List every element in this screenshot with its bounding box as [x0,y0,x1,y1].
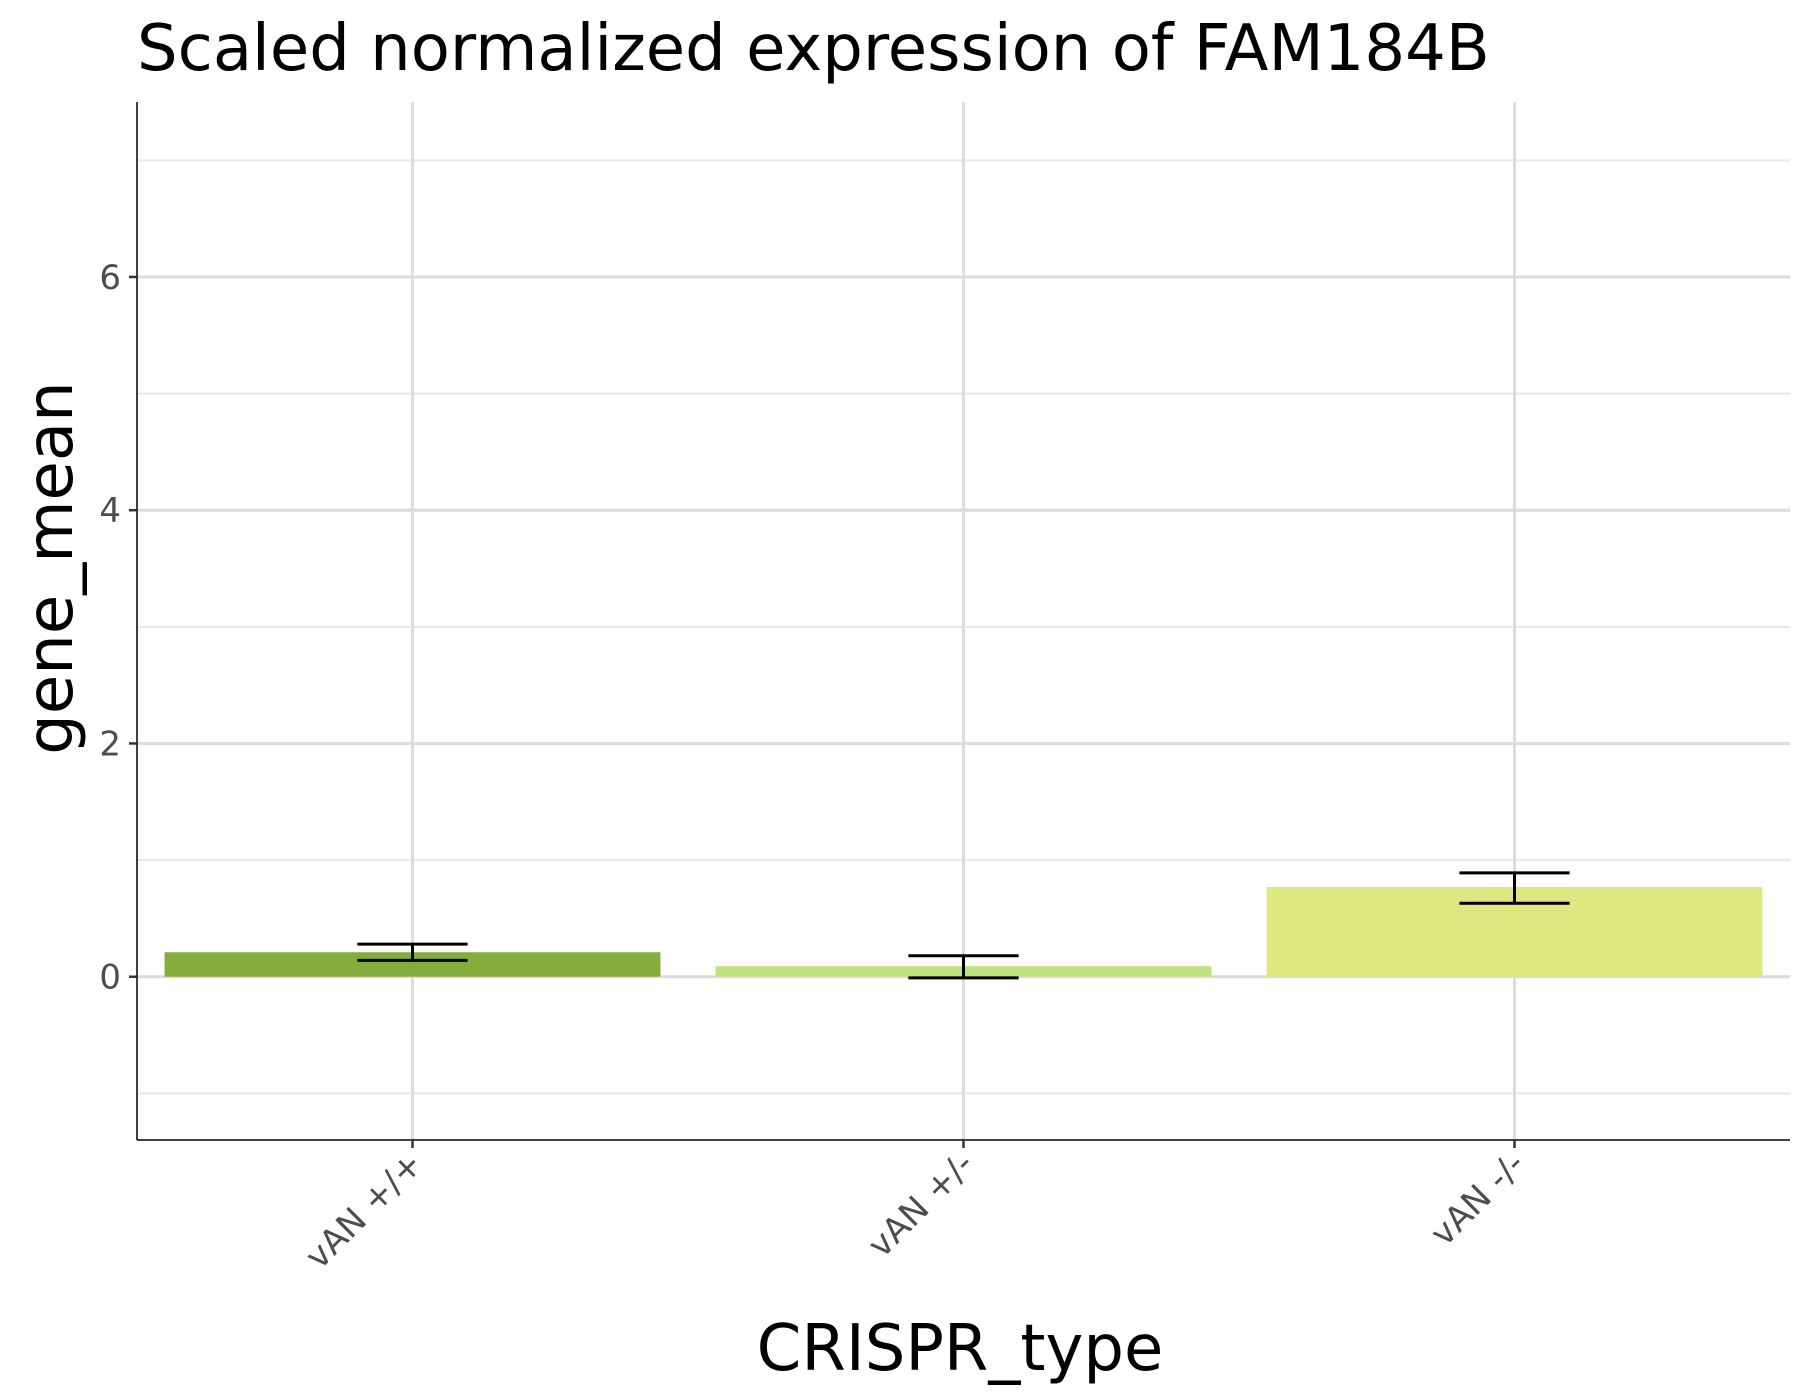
y-tick-label: 2 [99,724,121,764]
y-axis-title: gene_mean [14,381,88,754]
y-tick-label: 4 [99,491,121,531]
y-tick-label: 0 [99,958,121,998]
chart-title: Scaled normalized expression of FAM184B [137,12,1490,86]
x-tick-label: vAN -/- [1423,1144,1533,1254]
error-bar [908,954,1019,980]
grid [137,102,1790,1140]
x-tick-label: vAN +/- [860,1144,982,1266]
error-bars [357,871,1570,980]
y-tick-label: 6 [99,258,121,298]
x-axis-ticks: vAN +/+ vAN +/- vAN -/- [298,1140,1533,1277]
error-bar [1459,871,1570,905]
x-tick-label: vAN +/+ [298,1144,431,1277]
x-axis-title: CRISPR_type [757,1312,1164,1386]
error-bar [357,942,468,962]
y-axis-ticks: 0 2 4 6 [99,258,137,998]
